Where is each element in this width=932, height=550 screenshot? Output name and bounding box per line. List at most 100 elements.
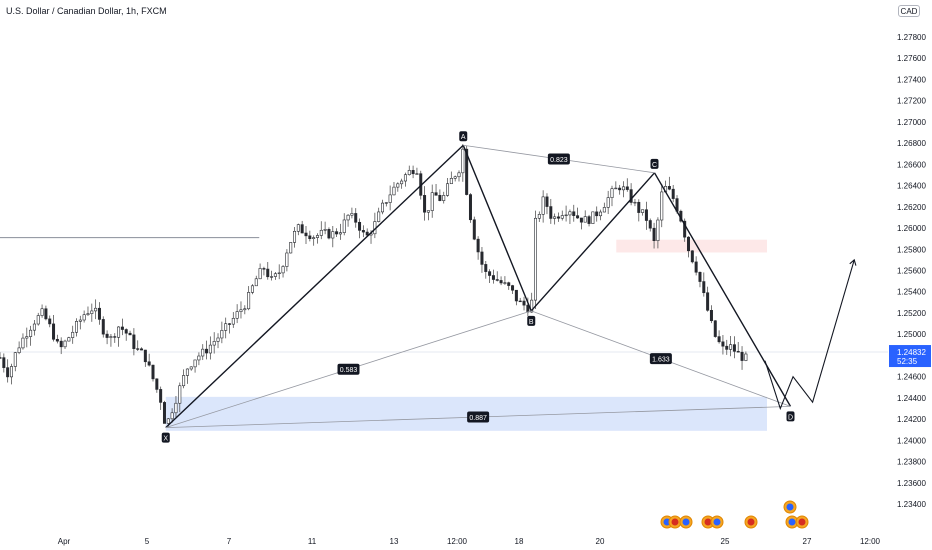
time-tick-label: 5 (145, 537, 150, 546)
candle-body (465, 148, 469, 195)
candle-body (694, 261, 698, 273)
event-flag-inner-icon (704, 518, 712, 526)
candle-body (614, 187, 618, 190)
currency-badge[interactable]: CAD (898, 5, 920, 17)
candles-layer (0, 144, 748, 428)
price-tick-label: 1.23400 (897, 500, 926, 509)
candle-body (162, 402, 166, 424)
candle-body (120, 326, 124, 330)
candle-body (740, 351, 744, 361)
candle-body (354, 213, 358, 223)
candle-body (250, 285, 254, 293)
candle-body (434, 192, 438, 196)
candle-body (629, 189, 633, 203)
candle-body (549, 206, 553, 219)
economic-events[interactable] (660, 500, 809, 529)
candle-body (713, 320, 717, 337)
price-tick-label: 1.26400 (897, 182, 926, 191)
candle-body (365, 231, 369, 236)
candle-body (293, 230, 297, 243)
candle-body (266, 268, 270, 278)
candle-body (29, 329, 33, 337)
price-tick-label: 1.27800 (897, 33, 926, 42)
ratio-label: 0.823 (550, 157, 568, 164)
candle-body (725, 345, 729, 350)
candle-body (660, 191, 664, 221)
time-tick-label: 13 (390, 537, 399, 546)
candle-body (457, 172, 461, 178)
point-label-c: C (652, 162, 657, 169)
event-flag-inner-icon (786, 503, 794, 511)
candle-body (430, 192, 434, 211)
candle-body (178, 385, 182, 404)
candle-body (690, 250, 694, 263)
candle-body (113, 336, 117, 338)
candle-body (155, 378, 159, 390)
candle-body (572, 211, 576, 216)
candle-body (319, 229, 323, 236)
candle-body (576, 215, 580, 219)
candle-body (9, 366, 13, 378)
projection-path[interactable] (764, 258, 857, 411)
point-label-bg (459, 131, 468, 142)
candle-body (243, 308, 247, 311)
candle-body (71, 331, 75, 338)
ratio-label-bg (467, 411, 490, 423)
candle-body (117, 326, 121, 338)
candle-body (327, 229, 331, 239)
candle-body (641, 209, 645, 213)
candle-body (442, 195, 446, 201)
candle-body (59, 340, 63, 348)
candle-body (461, 148, 465, 174)
candle-body (411, 170, 415, 175)
candle-body (82, 314, 86, 321)
candle-body (560, 215, 564, 219)
candle-body (235, 311, 239, 319)
candle-body (488, 271, 492, 276)
candle-body (78, 319, 82, 322)
candle-body (174, 402, 178, 414)
candle-body (25, 336, 29, 339)
point-label-a: A (461, 134, 466, 141)
price-tick-label: 1.26200 (897, 203, 926, 212)
candle-body (491, 275, 495, 280)
candle-body (197, 355, 201, 361)
candle-body (453, 176, 457, 179)
candle-body (220, 330, 224, 339)
candle-body (541, 196, 545, 215)
candle-body (396, 183, 400, 188)
xabcd-pattern[interactable]: 0.823 0.583 1.633 0.887 X A B C D (161, 131, 795, 443)
candle-body (633, 201, 637, 204)
candle-body (224, 323, 228, 331)
candle-body (717, 336, 721, 343)
candle-body (300, 224, 304, 234)
candle-body (289, 242, 293, 254)
current-price-label: 1.24832 (897, 348, 926, 357)
price-tick-label: 1.26800 (897, 139, 926, 148)
candle-body (143, 349, 147, 363)
candle-body (514, 289, 518, 302)
event-flag-inner-icon (682, 518, 690, 526)
time-tick-label: 12:00 (447, 537, 468, 546)
candle-body (618, 187, 622, 191)
candle-body (40, 308, 44, 316)
price-axis[interactable]: 1.27800 1.27600 1.27400 1.27200 1.27000 1.268… (889, 33, 931, 509)
pattern-leg-BC (530, 172, 656, 312)
candle-body (587, 216, 591, 224)
candle-body (182, 375, 186, 387)
point-label-bg (786, 411, 795, 422)
candle-body (205, 348, 209, 354)
candle-body (621, 186, 625, 191)
candle-body (13, 352, 17, 367)
candle-body (201, 348, 205, 357)
time-axis[interactable]: Apr 5 7 11 13 12:00 18 20 25 27 12:00 (58, 537, 881, 546)
candle-body (446, 183, 450, 196)
candle-body (736, 351, 740, 353)
candle-body (610, 188, 614, 198)
candle-body (331, 231, 335, 239)
candle-body (732, 344, 736, 352)
candle-body (285, 252, 289, 267)
candle-body (124, 329, 128, 334)
candle-body (556, 216, 560, 219)
